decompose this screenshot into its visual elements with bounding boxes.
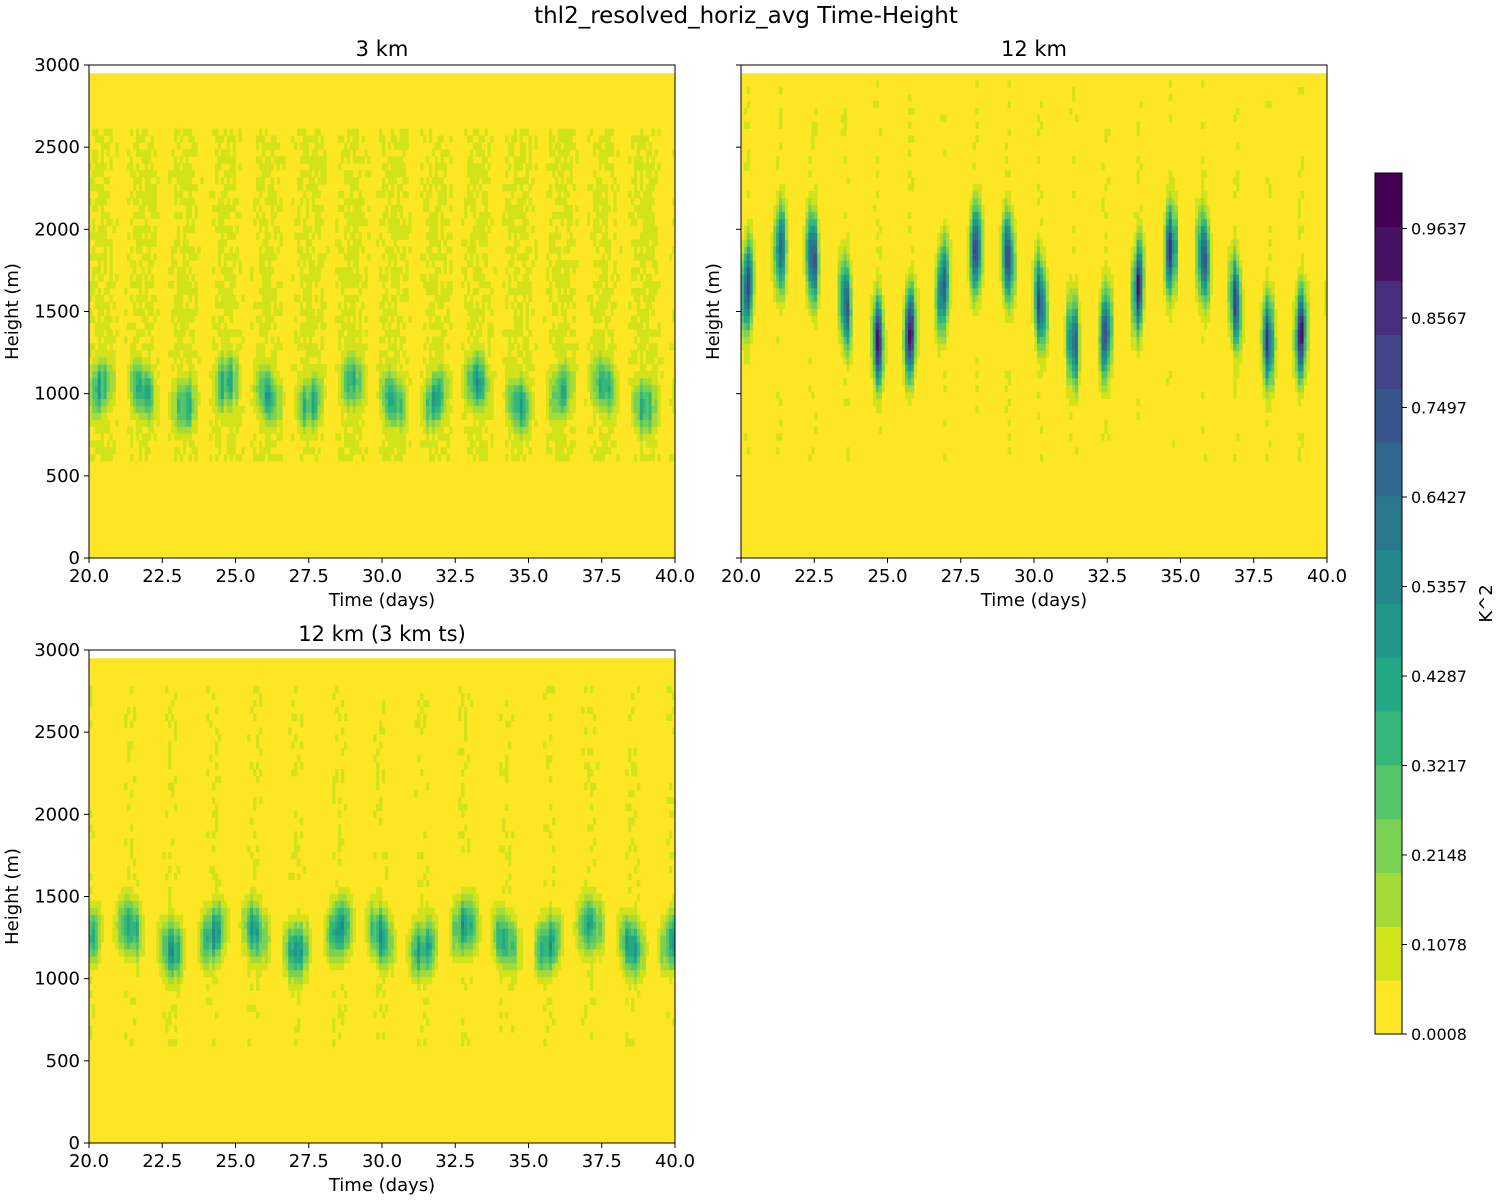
heatmap-field bbox=[89, 658, 676, 1143]
panels: 3 km 20.0 22.5 25.0 27.5 30.0 32.5 35.0 37.5 40.0… bbox=[2, 37, 1347, 1196]
y-tick-label: 500 bbox=[46, 1051, 80, 1072]
panel-1: 3 km 20.0 22.5 25.0 27.5 30.0 32.5 35.0 37.5 40.0… bbox=[2, 37, 695, 611]
x-tick-label: 20.0 bbox=[69, 566, 109, 587]
colorbar-segment bbox=[1375, 818, 1402, 874]
x-tick-label: 32.5 bbox=[1087, 566, 1127, 587]
colorbar-segment bbox=[1375, 872, 1402, 927]
heatmap-field bbox=[741, 73, 1328, 558]
colorbar: 0.0008 0.1078 0.2148 0.3217 0.4287 0.5357 0.64… bbox=[1374, 172, 1497, 1044]
x-tick-label: 22.5 bbox=[142, 566, 182, 587]
colorbar-segment bbox=[1375, 173, 1402, 228]
y-tick-label: 1500 bbox=[34, 302, 80, 323]
x-tick-label: 22.5 bbox=[794, 566, 834, 587]
colorbar-segment bbox=[1375, 495, 1402, 551]
y-tick-label: 2500 bbox=[34, 137, 80, 158]
colorbar-segment bbox=[1375, 334, 1402, 389]
x-tick-label: 27.5 bbox=[289, 1151, 329, 1172]
colorbar-tick-label: 0.6427 bbox=[1411, 488, 1467, 507]
y-tick-label: 0 bbox=[69, 1133, 80, 1154]
colorbar-tick-label: 0.7497 bbox=[1411, 398, 1467, 417]
x-tick-label: 32.5 bbox=[435, 566, 475, 587]
colorbar-tick-label: 0.4287 bbox=[1411, 667, 1467, 686]
x-tick-label: 37.5 bbox=[582, 1151, 622, 1172]
colorbar-tick-label: 0.0008 bbox=[1411, 1025, 1467, 1044]
y-axis: 0 500 1000 1500 2000 2500 3000 Height (m) bbox=[2, 640, 89, 1154]
colorbar-segment bbox=[1375, 980, 1402, 1035]
x-tick-label: 30.0 bbox=[362, 1151, 402, 1172]
x-tick-label: 25.0 bbox=[215, 1151, 255, 1172]
x-axis: 20.0 22.5 25.0 27.5 30.0 32.5 35.0 37.5 40.0 Time… bbox=[69, 558, 695, 611]
y-tick-label: 2000 bbox=[34, 804, 80, 825]
x-axis-label: Time (days) bbox=[980, 590, 1087, 611]
x-tick-label: 30.0 bbox=[362, 566, 402, 587]
y-tick-label: 2000 bbox=[34, 219, 80, 240]
y-axis-label: Height (m) bbox=[703, 263, 724, 360]
colorbar-segment bbox=[1375, 711, 1402, 766]
y-tick-label: 0 bbox=[69, 548, 80, 569]
y-tick-label: 1000 bbox=[34, 969, 80, 990]
figure-title: thl2_resolved_horiz_avg Time-Height bbox=[534, 3, 958, 29]
colorbar-segment bbox=[1375, 549, 1402, 604]
y-axis-label: Height (m) bbox=[2, 263, 23, 360]
x-tick-label: 25.0 bbox=[215, 566, 255, 587]
colorbar-segment bbox=[1375, 764, 1402, 820]
colorbar-tick-label: 0.9637 bbox=[1411, 219, 1467, 238]
x-tick-label: 32.5 bbox=[435, 1151, 475, 1172]
y-axis: Height (m) bbox=[703, 64, 741, 559]
colorbar-segment bbox=[1375, 226, 1402, 282]
colorbar-segment bbox=[1375, 657, 1402, 712]
panel-2: 12 km 20.0 22.5 25.0 27.5 30.0 32.5 35.0 37.5 40.… bbox=[703, 37, 1347, 611]
colorbar-frame bbox=[1374, 172, 1403, 1035]
panel-title: 12 km bbox=[1001, 37, 1067, 61]
y-axis: 0 500 1000 1500 2000 2500 3000 Height (m) bbox=[2, 55, 89, 569]
x-tick-label: 37.5 bbox=[582, 566, 622, 587]
heatmap-field bbox=[89, 73, 676, 558]
x-tick-label: 40.0 bbox=[655, 1151, 695, 1172]
colorbar-segment bbox=[1375, 442, 1402, 497]
x-tick-label: 25.0 bbox=[867, 566, 907, 587]
x-tick-label: 27.5 bbox=[941, 566, 981, 587]
panel-title: 3 km bbox=[356, 37, 409, 61]
colorbar-tick-label: 0.2148 bbox=[1411, 846, 1467, 865]
y-tick-label: 2500 bbox=[34, 722, 80, 743]
panel-3: 12 km (3 km ts) 20.0 22.5 25.0 27.5 30.0 32.5 3… bbox=[2, 622, 695, 1196]
x-axis: 20.0 22.5 25.0 27.5 30.0 32.5 35.0 37.5 40.0 Time… bbox=[721, 558, 1347, 611]
colorbar-segment bbox=[1375, 280, 1402, 335]
colorbar-label: K^2 bbox=[1476, 584, 1497, 622]
colorbar-segment bbox=[1375, 603, 1402, 658]
x-tick-label: 20.0 bbox=[69, 1151, 109, 1172]
colorbar-tick-label: 0.8567 bbox=[1411, 309, 1467, 328]
colorbar-segment bbox=[1375, 388, 1402, 443]
x-tick-label: 35.0 bbox=[508, 566, 548, 587]
x-tick-label: 30.0 bbox=[1014, 566, 1054, 587]
x-tick-label: 20.0 bbox=[721, 566, 761, 587]
x-tick-label: 40.0 bbox=[1307, 566, 1347, 587]
panel-title: 12 km (3 km ts) bbox=[298, 622, 466, 646]
y-tick-label: 1000 bbox=[34, 384, 80, 405]
colorbar-tick-label: 0.5357 bbox=[1411, 578, 1467, 597]
x-tick-label: 35.0 bbox=[508, 1151, 548, 1172]
colorbar-tick-label: 0.3217 bbox=[1411, 757, 1467, 776]
x-tick-label: 27.5 bbox=[289, 566, 329, 587]
x-axis: 20.0 22.5 25.0 27.5 30.0 32.5 35.0 37.5 40.0 Time… bbox=[69, 1143, 695, 1196]
y-axis-label: Height (m) bbox=[2, 848, 23, 945]
x-tick-label: 37.5 bbox=[1234, 566, 1274, 587]
x-tick-label: 40.0 bbox=[655, 566, 695, 587]
colorbar-tick-label: 0.1078 bbox=[1411, 935, 1467, 954]
x-tick-label: 35.0 bbox=[1160, 566, 1200, 587]
y-tick-label: 3000 bbox=[34, 55, 80, 76]
y-tick-label: 3000 bbox=[34, 640, 80, 661]
x-axis-label: Time (days) bbox=[328, 1175, 435, 1196]
y-tick-label: 500 bbox=[46, 466, 80, 487]
colorbar-segment bbox=[1375, 926, 1402, 981]
y-tick-label: 1500 bbox=[34, 887, 80, 908]
x-tick-label: 22.5 bbox=[142, 1151, 182, 1172]
x-axis-label: Time (days) bbox=[328, 590, 435, 611]
